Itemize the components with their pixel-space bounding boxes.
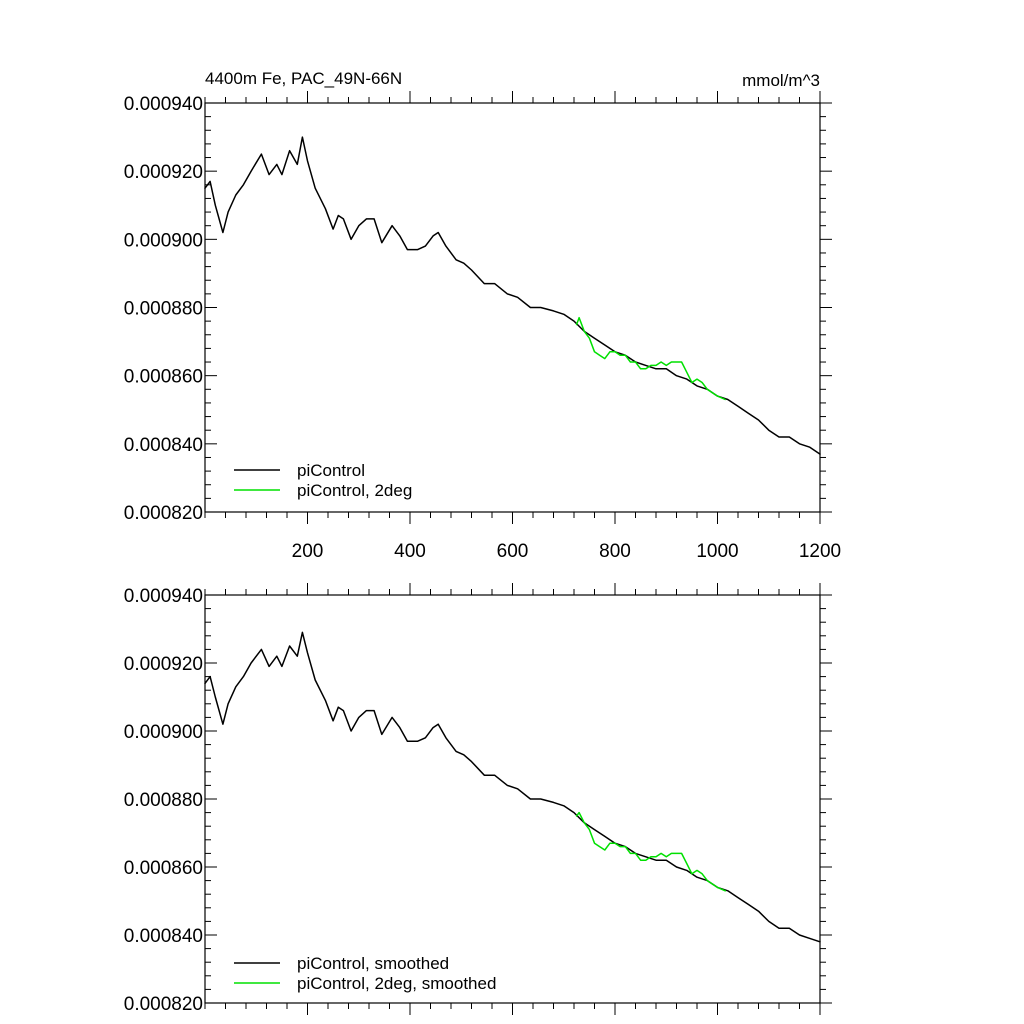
panel-0-legend-label: piControl bbox=[297, 461, 365, 480]
chart-title: 4400m Fe, PAC_49N-66N bbox=[205, 69, 402, 88]
panel-0-series-line-picontrol bbox=[204, 136, 821, 455]
panel-0-series-line-picontrol-2deg bbox=[575, 316, 726, 401]
panel-0-y-tick-label: 0.000940 bbox=[124, 94, 203, 115]
panel-0-y-tick-label: 0.000900 bbox=[124, 230, 203, 251]
panel-0-y-tick-label: 0.000840 bbox=[124, 435, 203, 456]
panel-1-y-tick-label: 0.000880 bbox=[124, 790, 203, 811]
panel-0-legend-label: piControl, 2deg bbox=[297, 481, 412, 500]
panel-0-y-tick-label: 0.000920 bbox=[124, 162, 203, 183]
top-panel: 0.000820 0.000840 0.000860 0.000880 0.000900… bbox=[124, 91, 841, 562]
units-label: mmol/m^3 bbox=[742, 71, 820, 90]
panel-0-x-tick-label: 200 bbox=[292, 541, 324, 562]
panel-1-series-line-picontrol bbox=[204, 631, 821, 943]
panel-1-y-tick-label: 0.000900 bbox=[124, 722, 203, 743]
bottom-panel: 0.000820 0.000840 0.000860 0.000880 0.000900… bbox=[124, 583, 832, 1015]
panel-0-x-tick-label: 600 bbox=[497, 541, 529, 562]
panel-1-y-tick-label: 0.000820 bbox=[124, 994, 203, 1015]
panel-0-x-tick-label: 800 bbox=[599, 541, 631, 562]
panel-0-y-tick-label: 0.000880 bbox=[124, 299, 203, 320]
panel-0-y-tick-label: 0.000860 bbox=[124, 367, 203, 388]
panel-0-x-tick-label: 400 bbox=[394, 541, 426, 562]
panel-1-legend-label: piControl, 2deg, smoothed bbox=[297, 974, 496, 993]
panel-1-legend-label: piControl, smoothed bbox=[297, 954, 449, 973]
panel-0-y-tick-label: 0.000820 bbox=[124, 503, 203, 524]
panel-0-x-tick-label: 1000 bbox=[696, 541, 738, 562]
panel-1-y-tick-label: 0.000840 bbox=[124, 926, 203, 947]
panel-0-x-tick-label: 1200 bbox=[799, 541, 841, 562]
panel-1-series-line-picontrol-2deg bbox=[575, 811, 726, 892]
panel-1-y-tick-label: 0.000920 bbox=[124, 654, 203, 675]
panel-1-y-tick-label: 0.000860 bbox=[124, 858, 203, 879]
panel-1-y-tick-label: 0.000940 bbox=[124, 586, 203, 607]
